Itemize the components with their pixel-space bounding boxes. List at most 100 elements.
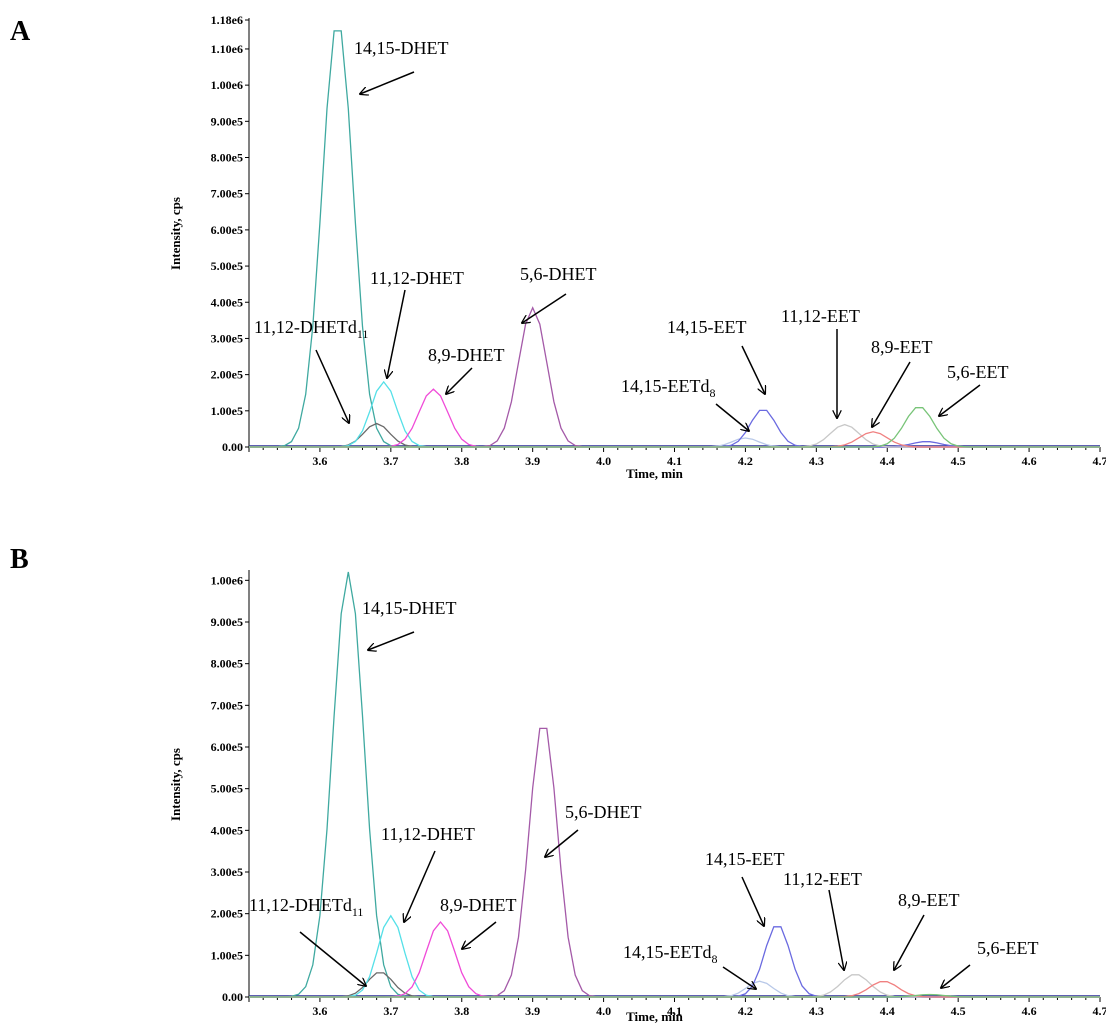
y-tick-label: 6.00e5 <box>211 740 243 754</box>
y-tick-label: 9.00e5 <box>211 114 243 128</box>
annotation-subscript: 11 <box>352 905 364 919</box>
chromatogram-panel-b: B 0.00 1.00e5 2.00e5 3.00e5 4.00e5 5.00e5 6.00… <box>0 530 1106 1034</box>
peak-annotation-label: 5,6-EET <box>977 938 1038 958</box>
y-tick-label: 5.00e5 <box>211 782 243 796</box>
y-tick-label: 5.00e5 <box>211 259 243 273</box>
annotation-arrow <box>741 876 764 926</box>
annotation-arrow <box>872 361 911 427</box>
x-tick-label: 4.3 <box>809 1004 824 1018</box>
y-tick-label: 0.00 <box>222 990 243 1004</box>
chromatogram-trace <box>249 993 1100 998</box>
x-axis-title: Time, min <box>626 466 684 481</box>
chromatogram-trace <box>249 431 1100 448</box>
peak-annotation-label: 14,15-EETd8 <box>621 376 715 400</box>
peak-annotation-label: 8,9-EET <box>898 890 959 910</box>
annotation-arrow <box>315 349 349 423</box>
annotation-arrow <box>741 345 765 394</box>
annotation-arrow <box>446 367 473 394</box>
annotation-arrow <box>404 850 436 922</box>
y-tick-label: 2.00e5 <box>211 368 243 382</box>
peak-annotation-label: 5,6-EET <box>947 362 1008 382</box>
annotation-arrow <box>715 403 749 431</box>
y-tick-label: 6.00e5 <box>211 223 243 237</box>
annotation-subscript: 8 <box>709 386 715 400</box>
chromatogram-trace <box>249 981 1100 998</box>
chromatogram-trace <box>249 980 1100 998</box>
x-tick-label: 4.3 <box>809 454 824 468</box>
peak-annotation-label: 11,12-EET <box>783 869 862 889</box>
panel-label-b: B <box>10 544 29 575</box>
annotation-arrow <box>939 384 981 416</box>
peak-annotation-label: 11,12-EET <box>781 306 860 326</box>
chromatogram-panel-a: A 0.00 1.00e5 2.00e5 3.00e5 4.00e5 5.00e5 6.00… <box>0 0 1106 500</box>
y-tick-label: 9.00e5 <box>211 615 243 629</box>
x-tick-label: 4.1 <box>667 1004 682 1018</box>
peak-annotation-label: 14,15-EET <box>667 317 746 337</box>
peak-annotation-label: 14,15-EET <box>705 849 784 869</box>
y-tick-label: 3.00e5 <box>211 865 243 879</box>
annotation-subscript: 11 <box>357 327 369 341</box>
x-tick-label: 4.5 <box>951 454 966 468</box>
peak-annotation-label: 14,15-DHET <box>362 598 456 618</box>
x-tick-label: 3.6 <box>312 454 327 468</box>
y-tick-label: 0.00 <box>222 440 243 454</box>
x-tick-label: 3.7 <box>383 454 398 468</box>
chromatogram-trace <box>249 407 1100 448</box>
x-tick-label: 3.9 <box>525 454 540 468</box>
y-tick-label: 1.00e5 <box>211 948 243 962</box>
y-axis-title: Intensity, cps <box>168 748 183 821</box>
annotation-arrow <box>941 964 971 988</box>
y-tick-label: 1.10e6 <box>211 42 243 56</box>
x-tick-label: 4.7 <box>1093 454 1106 468</box>
y-tick-label: 4.00e5 <box>211 295 243 309</box>
y-axis-title: Intensity, cps <box>168 197 183 270</box>
annotation-arrow <box>894 914 925 970</box>
y-tick-label: 3.00e5 <box>211 331 243 345</box>
chromatogram-trace <box>249 388 1100 448</box>
peak-annotation-label: 11,12-DHET <box>381 824 475 844</box>
chromatogram-b-svg: 0.00 1.00e5 2.00e5 3.00e5 4.00e5 5.00e5 6.00e5… <box>168 570 1106 1024</box>
x-tick-label: 4.6 <box>1022 1004 1037 1018</box>
peak-annotation-label: 11,12-DHETd11 <box>249 895 363 919</box>
panel-label-a: A <box>10 16 31 47</box>
peak-annotation-label: 8,9-EET <box>871 337 932 357</box>
x-axis-title: Time, min <box>626 1009 684 1024</box>
x-tick-label: 4.4 <box>880 454 895 468</box>
peak-annotation-label: 8,9-DHET <box>440 895 516 915</box>
x-tick-label: 4.0 <box>596 1004 611 1018</box>
x-tick-label: 4.2 <box>738 1004 753 1018</box>
x-tick-label: 4.0 <box>596 454 611 468</box>
x-tick-label: 4.7 <box>1093 1004 1106 1018</box>
peak-annotation-label: 5,6-DHET <box>565 802 641 822</box>
x-tick-label: 3.9 <box>525 1004 540 1018</box>
chromatogram-trace <box>249 974 1100 998</box>
x-tick-label: 4.6 <box>1022 454 1037 468</box>
x-tick-label: 4.5 <box>951 1004 966 1018</box>
annotation-arrow <box>522 293 567 323</box>
chromatogram-trace <box>249 571 1100 998</box>
annotation-arrow <box>387 289 406 378</box>
annotation-arrow <box>360 71 415 94</box>
x-tick-label: 3.6 <box>312 1004 327 1018</box>
y-tick-label: 1.00e6 <box>211 78 243 92</box>
y-tick-label: 1.18e6 <box>211 13 243 27</box>
y-tick-label: 7.00e5 <box>211 698 243 712</box>
x-tick-label: 3.8 <box>454 454 469 468</box>
annotation-arrow <box>368 631 415 650</box>
y-tick-label: 1.00e6 <box>211 573 243 587</box>
annotation-subscript: 8 <box>711 952 717 966</box>
y-tick-label: 8.00e5 <box>211 151 243 165</box>
annotation-arrow <box>462 921 497 949</box>
y-tick-label: 1.00e5 <box>211 404 243 418</box>
peak-annotation-label: 11,12-DHET <box>370 268 464 288</box>
y-tick-label: 7.00e5 <box>211 187 243 201</box>
y-tick-label: 2.00e5 <box>211 907 243 921</box>
peak-annotation-label: 8,9-DHET <box>428 345 504 365</box>
y-tick-label: 4.00e5 <box>211 823 243 837</box>
peak-annotation-label: 14,15-EETd8 <box>623 942 717 966</box>
annotation-arrow <box>299 931 366 986</box>
annotation-arrow <box>545 829 579 857</box>
x-tick-label: 3.8 <box>454 1004 469 1018</box>
x-tick-label: 3.7 <box>383 1004 398 1018</box>
annotation-arrow <box>722 966 756 989</box>
